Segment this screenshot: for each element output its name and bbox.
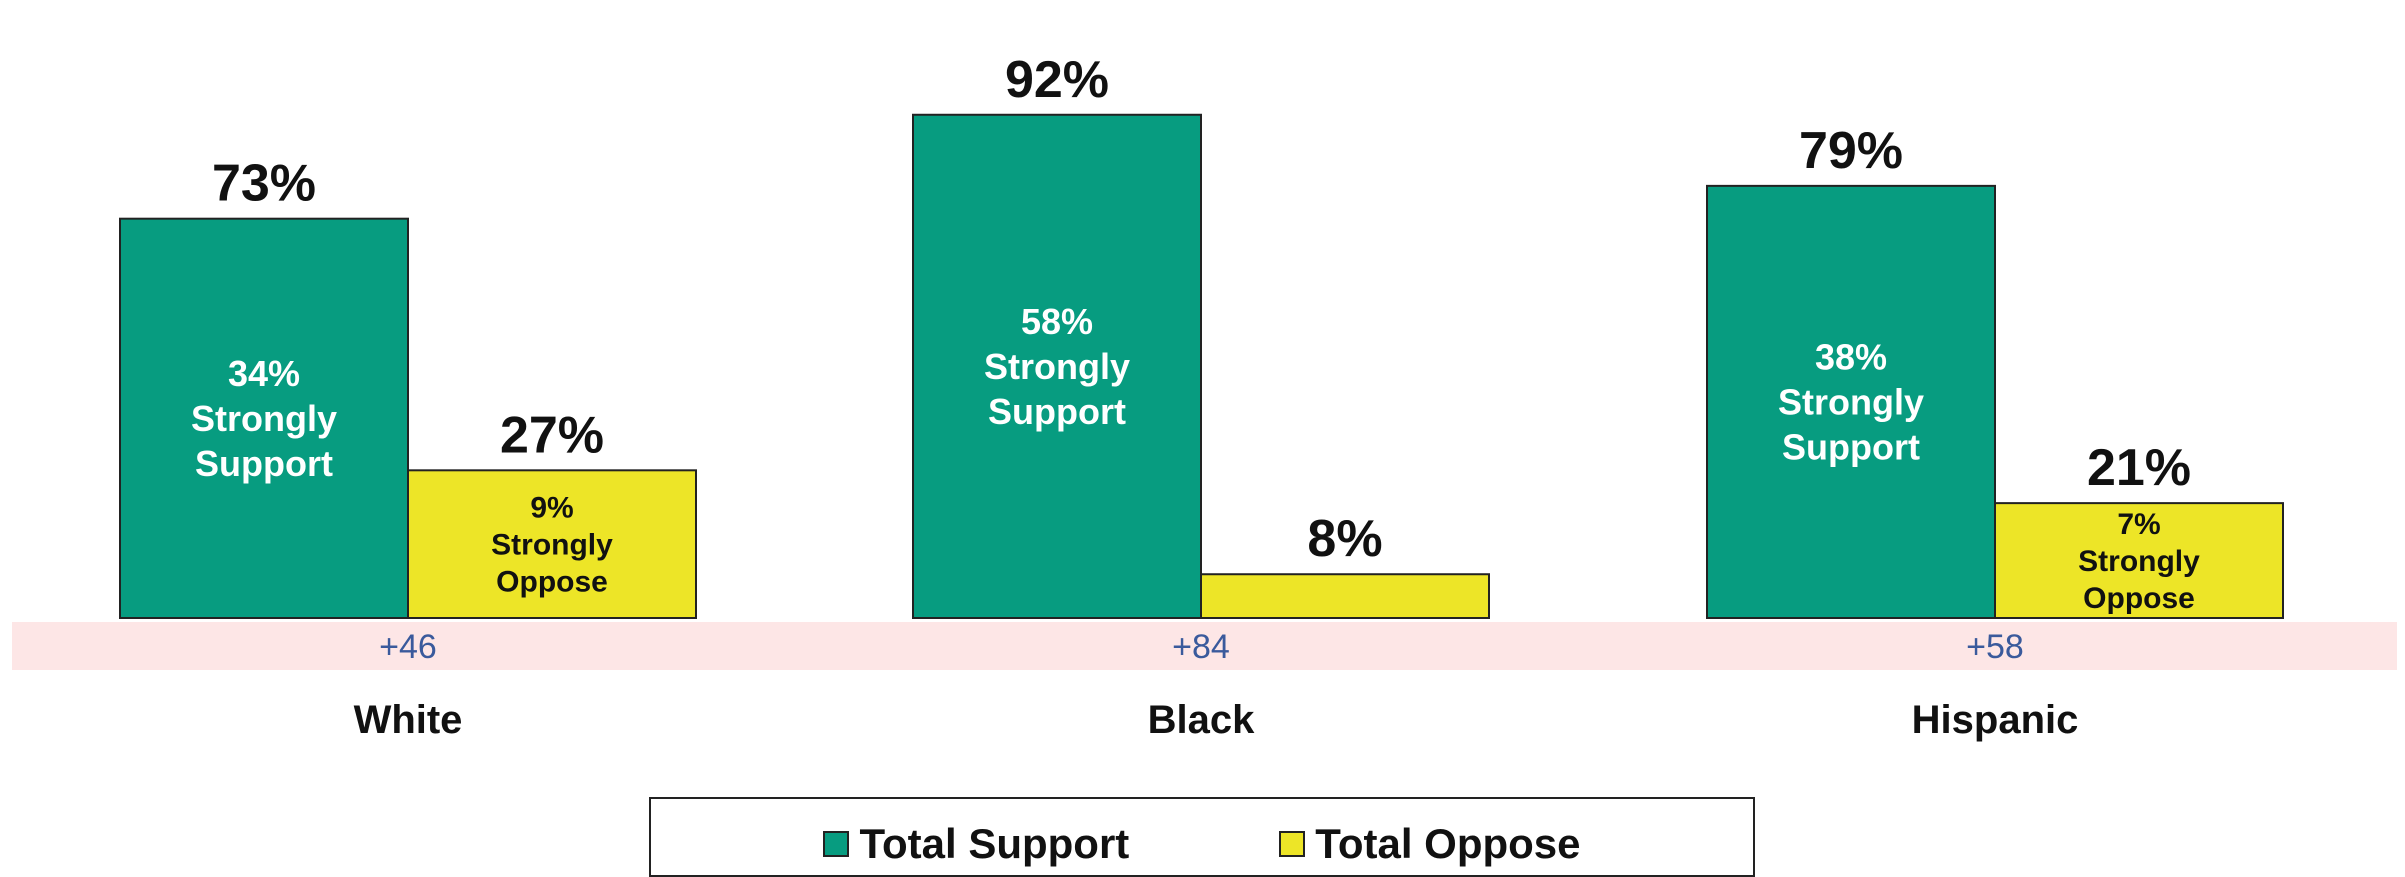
inner-label-hispanic-support-2: Support [1782, 427, 1920, 468]
net-label-hispanic: +58 [1966, 628, 2024, 666]
inner-label-hispanic-oppose-1: Strongly [2078, 545, 2200, 578]
inner-label-white-support-2: Support [195, 443, 333, 484]
inner-label-hispanic-support-1: Strongly [1778, 382, 1924, 423]
inner-label-white-support-0: 34% [228, 353, 300, 394]
value-label-white-oppose: 27% [500, 406, 604, 464]
value-label-white-support: 73% [212, 155, 316, 213]
inner-label-black-support-0: 58% [1021, 301, 1093, 342]
bar-hispanic-oppose [1994, 502, 2284, 620]
inner-label-hispanic-support-0: 38% [1815, 337, 1887, 378]
legend: Total Support Total Oppose [649, 797, 1755, 877]
bar-black-oppose [1200, 573, 1490, 619]
category-label-black: Black [1148, 698, 1255, 742]
net-difference-band [12, 622, 2397, 670]
inner-label-white-oppose-2: Oppose [496, 566, 608, 599]
inner-label-black-support-1: Strongly [984, 346, 1130, 387]
inner-label-white-support-1: Strongly [191, 398, 337, 439]
legend-item-oppose: Total Oppose [1279, 813, 1581, 875]
value-label-black-oppose: 8% [1307, 510, 1382, 568]
legend-label-oppose: Total Oppose [1315, 820, 1581, 867]
net-label-white: +46 [379, 628, 437, 666]
legend-swatch-oppose [1279, 831, 1306, 857]
net-label-black: +84 [1172, 628, 1230, 666]
inner-label-hispanic-oppose-0: 7% [2117, 508, 2160, 541]
value-label-black-support: 92% [1005, 51, 1109, 109]
bar-white-oppose [407, 469, 697, 619]
bar-black-support [912, 113, 1202, 619]
inner-label-white-oppose-1: Strongly [491, 529, 613, 562]
legend-swatch-support [823, 831, 850, 857]
inner-label-black-support-2: Support [988, 391, 1126, 432]
bar-hispanic-support [1706, 184, 1996, 619]
legend-label-support: Total Support [859, 820, 1130, 867]
inner-label-hispanic-oppose-2: Oppose [2083, 582, 2195, 615]
category-label-white: White [354, 698, 463, 742]
inner-label-white-oppose-0: 9% [530, 492, 573, 525]
value-label-hispanic-oppose: 21% [2087, 439, 2191, 497]
category-label-hispanic: Hispanic [1912, 698, 2079, 742]
legend-item-support: Total Support [823, 813, 1129, 875]
value-label-hispanic-support: 79% [1799, 122, 1903, 180]
bar-white-support [119, 217, 409, 619]
